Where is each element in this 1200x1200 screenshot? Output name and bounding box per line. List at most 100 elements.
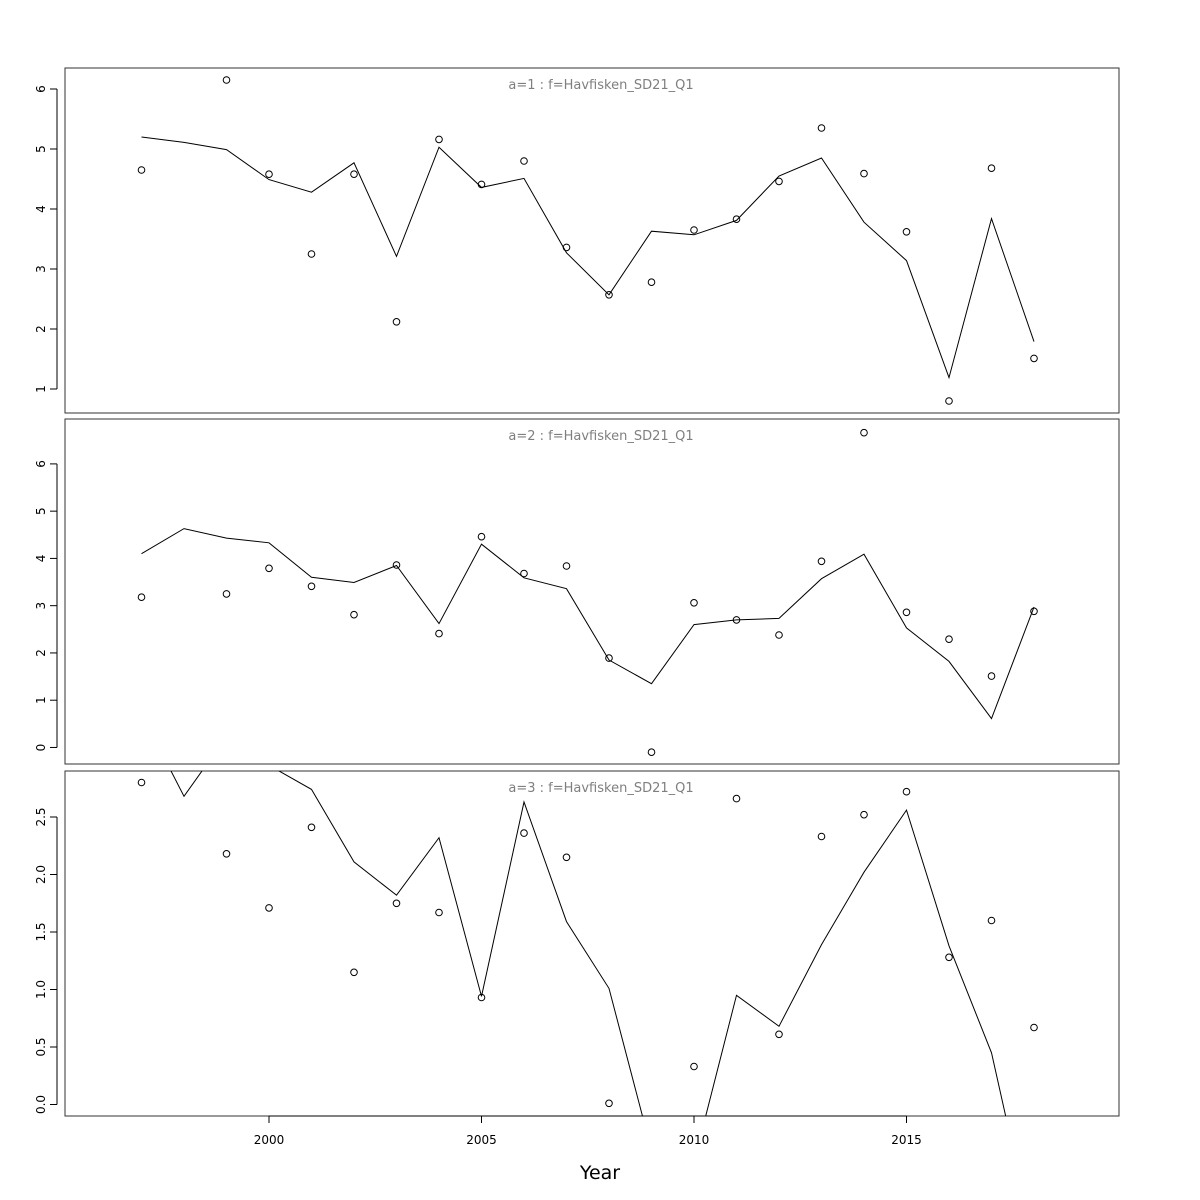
panel-2-observed-point [350, 610, 358, 619]
x-tick-label: 2015 [891, 1133, 922, 1147]
panel-1-observed-point [987, 164, 996, 172]
panel-1-frame [64, 67, 1120, 414]
panel-2: a=2 : f=Havfisken_SD21_Q1 0 1 2 3 4 5 6 [34, 418, 1120, 765]
panel-3-observed-point [987, 916, 996, 925]
panel-3-observed-point [860, 810, 868, 819]
panel-2-y-tick-label: 0 [34, 744, 48, 752]
panel-3-fitted-line [170, 771, 1007, 1116]
panel-3-y-tick-label: 0.5 [34, 1037, 48, 1056]
panel-2-observed-point [690, 599, 698, 607]
panel-1-y-tick-label: 2 [34, 325, 48, 333]
panel-1-observed-point [732, 215, 741, 223]
panel-1-observed-point [520, 157, 528, 165]
panel-3-observed-point [350, 968, 358, 977]
panel-1-observed-point [477, 180, 486, 189]
panel-1-observed-point [222, 76, 231, 84]
panel-3-y-tick-label: 0.0 [34, 1095, 48, 1114]
x-tick-label: 2000 [254, 1133, 285, 1147]
panel-3-frame [64, 770, 1120, 1117]
x-axis: 2000 2005 2010 2015 [254, 1115, 922, 1147]
panel-1-observed-point [647, 278, 656, 287]
panel-1-y-tick-label: 1 [34, 385, 48, 393]
panel-3-observed-point [775, 1030, 783, 1039]
panel-3-observed-point [477, 993, 486, 1002]
panel-3-title: a=3 : f=Havfisken_SD21_Q1 [508, 781, 693, 796]
panel-3-observed-point [690, 1062, 698, 1071]
panel-1-observed-point [860, 169, 868, 178]
panel-1-plot-area [137, 76, 1038, 405]
panel-2-observed-point [945, 635, 953, 644]
panel-2-y-tick-label: 4 [34, 555, 48, 563]
panel-2-y-tick-label: 2 [34, 649, 48, 657]
panel-3-y-axis: 0.0 0.5 1.0 1.5 2.0 2.5 [34, 807, 58, 1114]
panel-1-fitted-line [141, 136, 1035, 380]
panel-2-observed-point [477, 532, 486, 541]
panel-1-y-tick-label: 3 [34, 265, 48, 273]
panel-2-observed-point [987, 672, 996, 680]
panel-2-y-tick-label: 1 [34, 696, 48, 704]
panel-3-y-tick-label: 2.0 [34, 865, 48, 884]
panel-2-observed-point [520, 569, 528, 578]
panel-3: a=3 : f=Havfisken_SD21_Q1 0.0 0.5 1.0 1.5 2.… [34, 770, 1120, 1117]
panel-3-observed-point [307, 823, 316, 832]
panel-1-title: a=1 : f=Havfisken_SD21_Q1 [508, 78, 693, 93]
panel-1-observed-point [902, 228, 911, 236]
panel-2-observed-point [647, 748, 656, 757]
panel-3-observed-point [435, 908, 443, 917]
panel-3-observed-point [732, 794, 741, 803]
panel-3-observed-point [392, 899, 401, 908]
panel-1-observed-point [392, 318, 401, 326]
panel-1-observed-point [307, 250, 316, 258]
panel-2-observed-point [392, 561, 401, 569]
panel-1-y-tick-label: 5 [34, 145, 48, 153]
panel-1-y-axis: 1 2 3 4 5 6 [34, 85, 58, 393]
panel-3-observed-point [605, 1099, 613, 1108]
panel-1-observed-point [775, 177, 783, 186]
panel-2-fitted-line [141, 528, 1035, 720]
panel-2-observed-point [307, 582, 316, 591]
panel-1-observed-point [817, 124, 826, 132]
panel-2-observed-point [1030, 607, 1038, 616]
panel-1-observed-point [350, 170, 358, 178]
panel-3-observed-point [902, 787, 911, 796]
x-tick-label: 2005 [466, 1133, 497, 1147]
panel-3-y-tick-label: 2.5 [34, 807, 48, 826]
panel-2-observed-point [860, 428, 868, 437]
panel-2-y-axis: 0 1 2 3 4 5 6 [34, 460, 58, 752]
panel-2-observed-point [435, 629, 443, 638]
panel-2-title: a=2 : f=Havfisken_SD21_Q1 [508, 429, 693, 444]
panel-2-observed-point [137, 593, 146, 602]
panel-1-observed-point [435, 135, 443, 144]
panel-3-observed-point [265, 904, 273, 912]
panel-2-plot-area [137, 428, 1038, 757]
panel-1-y-tick-label: 4 [34, 205, 48, 213]
panel-1-observed-point [690, 226, 698, 234]
panel-2-observed-point [775, 631, 783, 639]
panel-1-observed-point [265, 170, 273, 178]
x-axis-label: Year [579, 1162, 620, 1184]
panel-2-observed-point [265, 564, 273, 573]
panel-1-observed-point [562, 243, 571, 252]
panel-2-observed-point [605, 654, 613, 662]
panel-1: a=1 : f=Havfisken_SD21_Q1 1 2 3 4 5 6 [34, 67, 1120, 414]
panel-3-observed-point [817, 832, 826, 841]
panel-1-observed-point [1030, 354, 1038, 363]
panel-3-observed-point [945, 953, 953, 962]
x-tick-label: 2010 [679, 1133, 710, 1147]
panel-3-observed-point [1030, 1023, 1038, 1032]
panel-3-y-tick-label: 1.0 [34, 980, 48, 999]
panel-1-observed-point [945, 397, 953, 405]
panel-3-observed-point [562, 853, 571, 862]
panel-2-observed-point [732, 616, 741, 624]
panel-3-observed-point [222, 850, 231, 858]
panel-1-y-tick-label: 6 [34, 85, 48, 93]
panel-2-observed-point [817, 557, 826, 566]
panel-2-frame [64, 418, 1120, 765]
panel-1-observed-point [605, 291, 613, 299]
panel-2-y-tick-label: 3 [34, 602, 48, 610]
panel-3-plot-area [137, 771, 1038, 1116]
panel-2-y-tick-label: 6 [34, 460, 48, 468]
panel-2-observed-point [222, 590, 231, 598]
panel-3-observed-point [137, 778, 146, 787]
